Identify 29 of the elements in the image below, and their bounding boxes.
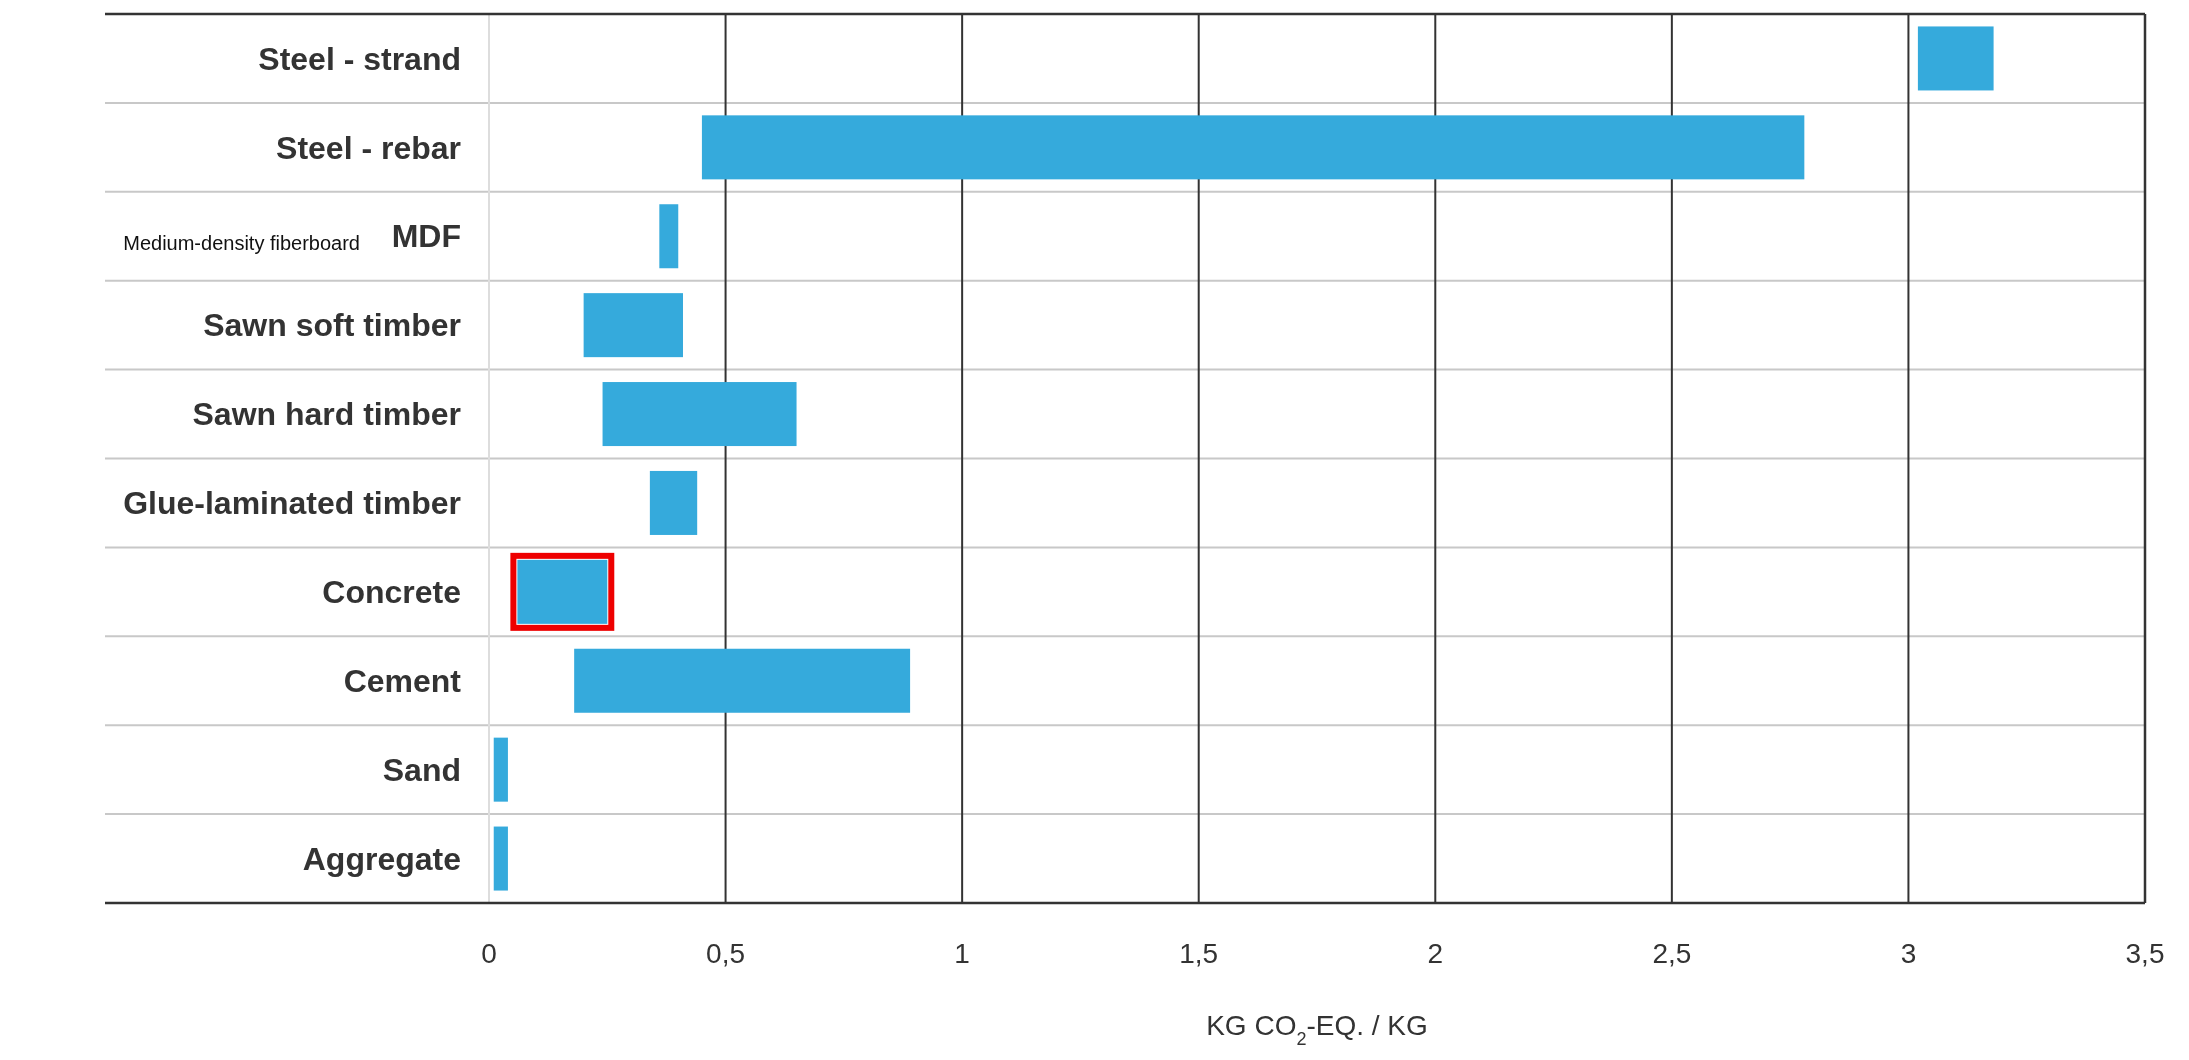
y-tick-label: Cement xyxy=(343,662,462,699)
bar xyxy=(659,204,679,269)
x-tick-label: 3 xyxy=(1900,938,1917,969)
y-tick-label: MDF xyxy=(391,218,461,255)
bar xyxy=(493,737,508,802)
x-tick-label: 0,5 xyxy=(706,938,746,969)
y-tick-label: Aggregate xyxy=(302,840,461,877)
bar xyxy=(602,382,797,447)
bar xyxy=(1917,26,1994,91)
x-tick-label: 3,5 xyxy=(2125,938,2165,969)
x-tick-label: 0 xyxy=(481,938,497,969)
bar xyxy=(649,470,698,535)
y-tick-label: Concrete xyxy=(322,574,461,611)
y-tick-label: Glue-laminated timber xyxy=(123,485,461,522)
y-tick-label: Sawn hard timber xyxy=(192,396,461,433)
x-tick-label: 1,5 xyxy=(1179,938,1219,969)
x-tick-label: 1 xyxy=(954,938,970,969)
text: Medium-density fiberboard xyxy=(123,232,360,255)
y-tick-label: Sawn soft timber xyxy=(203,307,461,344)
bar xyxy=(493,826,508,891)
y-tick-label: Sand xyxy=(382,751,461,788)
y-tick-label: Steel - strand xyxy=(258,40,461,77)
x-tick-label: 2,5 xyxy=(1652,938,1692,969)
bar xyxy=(701,115,1805,180)
bar xyxy=(574,648,911,713)
x-tick-label: 2 xyxy=(1427,938,1444,969)
bar xyxy=(583,293,683,358)
x-axis-title: KG CO$_{2}$-EQ. / KG xyxy=(1206,1010,1428,1049)
y-tick-label: Steel - rebar xyxy=(276,129,461,166)
